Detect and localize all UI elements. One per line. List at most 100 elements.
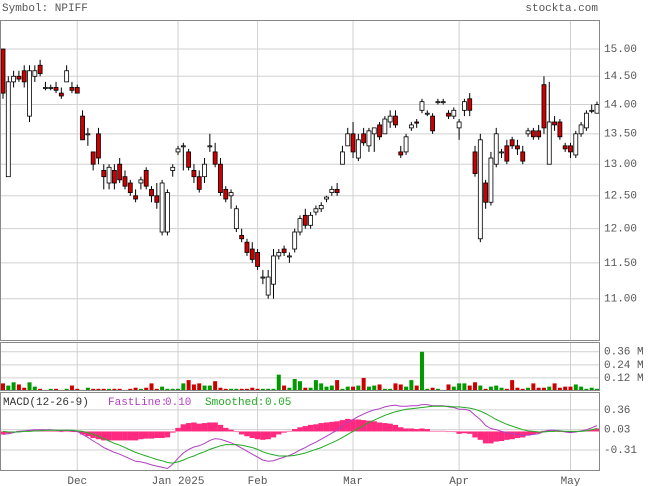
histogram-bar [376, 422, 383, 432]
candle-body [515, 145, 520, 150]
candle-body [11, 75, 17, 83]
volume-bar [361, 377, 366, 391]
histogram-bar [429, 430, 436, 432]
candle-body [440, 101, 446, 104]
volume-bar [6, 385, 11, 391]
volume-bar [589, 387, 594, 391]
volume-bar [32, 386, 37, 391]
candle-body [281, 248, 287, 253]
histogram-bar [387, 423, 393, 432]
candle-body [32, 70, 38, 77]
volume-bar [154, 388, 159, 391]
volume-bar [319, 383, 324, 391]
candle-body [536, 130, 542, 138]
histogram-bar [371, 421, 377, 432]
y-tick-label: 13.00 [604, 159, 637, 171]
histogram-bar [482, 431, 489, 444]
volume-bar [531, 383, 536, 391]
candle-body [462, 101, 467, 111]
candle-body [186, 151, 192, 168]
histogram-bar [175, 427, 181, 432]
candle-body [276, 252, 282, 257]
fast-legend-value: 0.10 [165, 397, 191, 409]
volume-bar [27, 382, 32, 391]
histogram-bar [254, 431, 261, 440]
volume-bar [218, 387, 223, 391]
histogram-bar [366, 420, 372, 432]
histogram-bar [63, 431, 70, 432]
histogram-bar [228, 429, 234, 432]
candle-body [408, 124, 414, 129]
volume-bar [11, 382, 16, 391]
candle-body [191, 170, 197, 178]
candle-body [122, 176, 128, 187]
volume-bar [446, 384, 451, 391]
candle-body [557, 121, 563, 138]
volume-bar [16, 384, 21, 391]
y-tick-label: 0.24 M [604, 360, 644, 372]
histogram-bar [101, 431, 107, 441]
candle-body [265, 276, 271, 296]
candle-body [393, 115, 398, 126]
volume-bar [473, 382, 478, 391]
histogram-bar [154, 431, 160, 439]
candle-body [53, 87, 59, 91]
volume-bar [552, 383, 557, 391]
volume-bar [186, 380, 191, 391]
histogram-bar [408, 428, 415, 432]
volume-bar [229, 388, 234, 391]
histogram-bar [127, 431, 133, 441]
candle-body [377, 124, 382, 138]
candle-body [594, 104, 600, 114]
candle-body [85, 133, 91, 136]
volume-bar [250, 387, 255, 391]
histogram-bar [334, 421, 340, 432]
histogram-bar [318, 423, 324, 432]
y-tick-label: 14.00 [604, 99, 637, 111]
histogram-bar [244, 431, 250, 437]
candle-body [233, 208, 239, 230]
histogram-bar [138, 431, 144, 440]
histogram-bar [567, 431, 574, 433]
macd-line [2, 404, 598, 470]
candle-body [154, 195, 160, 203]
volume-bar [393, 383, 398, 391]
volume-bar [536, 387, 541, 391]
candle-body [175, 148, 181, 153]
volume-bar [260, 388, 265, 391]
histogram-bar [26, 430, 33, 432]
volume-bar [276, 374, 281, 391]
histogram-bar [403, 428, 409, 432]
volume-bar [303, 387, 308, 391]
x-tick-label: Feb [248, 476, 268, 486]
candle-body [398, 151, 404, 156]
candle-body [143, 170, 149, 187]
histogram-bar [132, 431, 139, 441]
candle-body [297, 218, 303, 233]
candle-body [552, 121, 557, 126]
candle-body [345, 133, 351, 147]
candle-body [504, 145, 510, 162]
volume-bar [494, 385, 499, 391]
volume-bar [308, 387, 313, 391]
candle-body [249, 248, 255, 260]
histogram-bar [69, 431, 75, 433]
volume-bar [255, 388, 260, 391]
histogram-bar [42, 430, 49, 432]
histogram-bar [467, 431, 473, 434]
volume-bar [75, 388, 80, 391]
candle-body [329, 188, 335, 193]
volume-bar [526, 387, 531, 391]
candle-body [578, 124, 584, 135]
histogram-bar [148, 431, 155, 439]
histogram-bar [350, 419, 356, 432]
candle-body [350, 133, 356, 153]
x-tick-label: Jan 2025 [152, 476, 205, 486]
y-tick-label: 13.50 [604, 129, 637, 141]
candle-body [472, 151, 478, 174]
candle-body [271, 255, 276, 285]
histogram-bar [498, 431, 505, 442]
histogram-bar [323, 422, 330, 432]
volume-bar [149, 383, 154, 391]
